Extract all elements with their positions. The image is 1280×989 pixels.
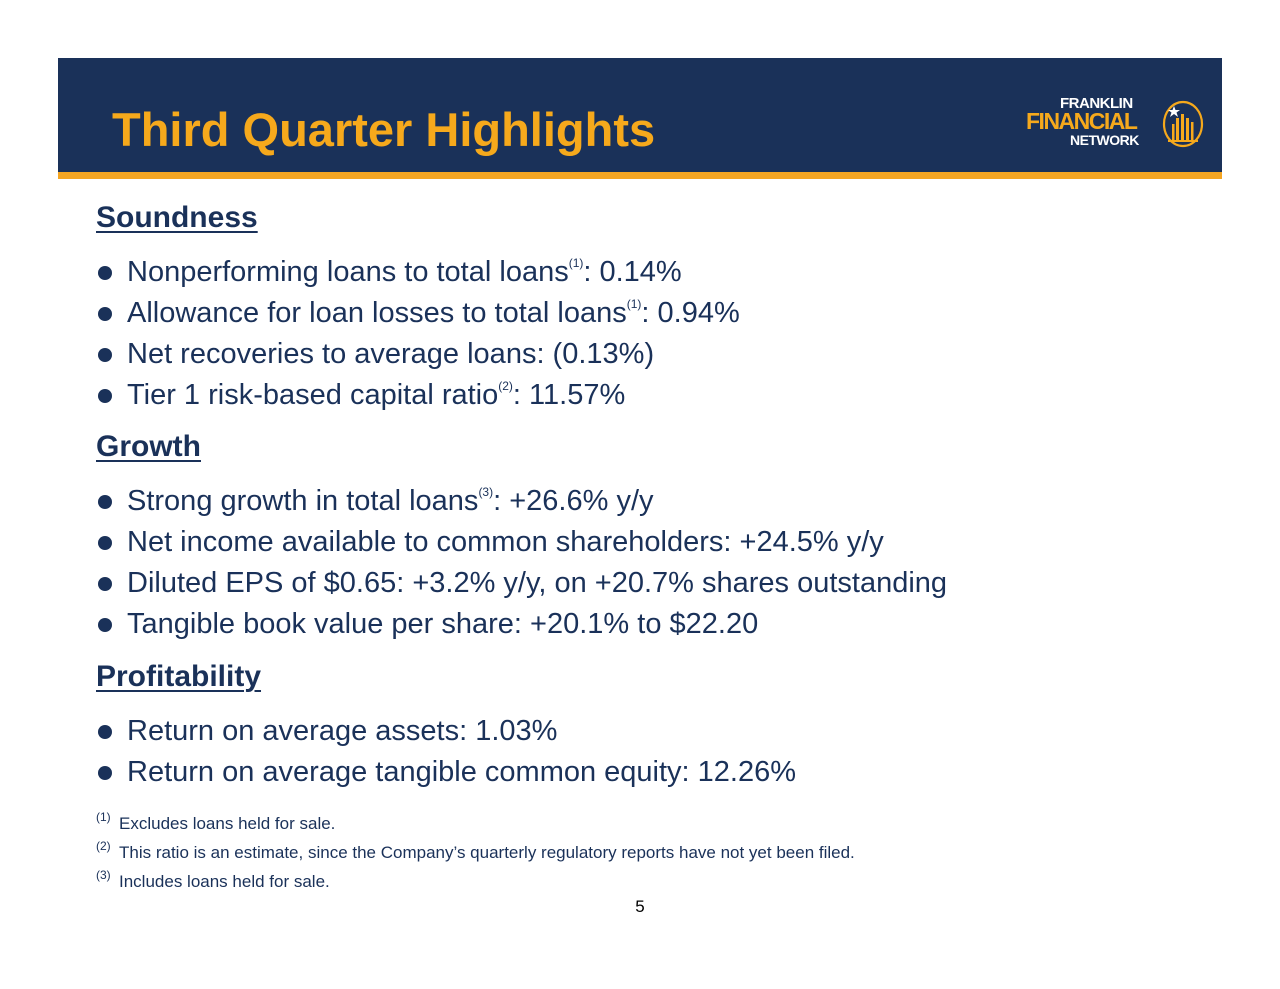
logo-text-franklin: FRANKLIN bbox=[1060, 95, 1133, 112]
header-accent-stripe bbox=[58, 172, 1222, 179]
company-logo: FRANKLIN FINANCIAL NETWORK bbox=[1024, 96, 1208, 152]
footnote: (1) Excludes loans held for sale. bbox=[96, 809, 855, 838]
footnote-reference: (3) bbox=[478, 485, 494, 499]
bullet-icon bbox=[98, 536, 112, 550]
slide-title: Third Quarter Highlights bbox=[112, 103, 656, 156]
bullet-text: Tier 1 risk-based capital ratio bbox=[127, 379, 499, 411]
bullet-icon bbox=[98, 266, 112, 280]
list-item: Allowance for loan losses to total loans… bbox=[96, 293, 740, 334]
footnotes: (1) Excludes loans held for sale. (2) This… bbox=[96, 809, 855, 896]
footnote-marker: (2) bbox=[96, 839, 111, 853]
list-item: Net income available to common sharehold… bbox=[96, 522, 947, 563]
bullet-icon bbox=[98, 389, 112, 403]
bullet-value: : 0.94% bbox=[641, 297, 740, 329]
bullet-icon bbox=[98, 577, 112, 591]
bullet-icon bbox=[98, 307, 112, 321]
footnote: (2) This ratio is an estimate, since the … bbox=[96, 838, 855, 867]
logo-text-financial: FINANCIAL bbox=[1026, 108, 1138, 134]
list-item: Tier 1 risk-based capital ratio(2): 11.5… bbox=[96, 375, 740, 416]
list-item: Tangible book value per share: +20.1% to… bbox=[96, 604, 947, 645]
footnote-reference: (1) bbox=[568, 256, 584, 270]
list-item: Nonperforming loans to total loans(1): 0… bbox=[96, 252, 740, 293]
growth-list: Strong growth in total loans(3): +26.6% … bbox=[96, 481, 947, 645]
bullet-icon bbox=[98, 618, 112, 632]
page-number: 5 bbox=[635, 897, 645, 916]
footnote-marker: (1) bbox=[96, 810, 111, 824]
bullet-text: Diluted EPS of $0.65: +3.2% y/y, on +20.… bbox=[127, 567, 948, 599]
footnote-reference: (1) bbox=[626, 297, 642, 311]
soundness-list: Nonperforming loans to total loans(1): 0… bbox=[96, 252, 740, 416]
bullet-icon bbox=[98, 725, 112, 739]
bullet-text: Return on average assets: 1.03% bbox=[127, 715, 558, 747]
sun-building-emblem-icon bbox=[1162, 100, 1204, 148]
bullet-icon bbox=[98, 495, 112, 509]
bullet-text: Net recoveries to average loans: (0.13%) bbox=[127, 338, 655, 370]
section-heading-profitability: Profitability bbox=[96, 660, 262, 693]
bullet-value: : 0.14% bbox=[583, 256, 682, 288]
bullet-text: Net income available to common sharehold… bbox=[127, 526, 884, 558]
list-item: Return on average tangible common equity… bbox=[96, 752, 796, 793]
bullet-value: : 11.57% bbox=[512, 379, 626, 411]
footnote: (3) Includes loans held for sale. bbox=[96, 867, 855, 896]
bullet-text: Allowance for loan losses to total loans bbox=[127, 297, 627, 329]
footnote-reference: (2) bbox=[498, 379, 513, 393]
bullet-icon bbox=[98, 766, 112, 780]
list-item: Return on average assets: 1.03% bbox=[96, 711, 796, 752]
bullet-value: : +26.6% y/y bbox=[493, 485, 654, 517]
profitability-list: Return on average assets: 1.03% Return o… bbox=[96, 711, 796, 793]
section-heading-growth: Growth bbox=[96, 430, 201, 463]
header-banner bbox=[58, 58, 1222, 172]
list-item: Diluted EPS of $0.65: +3.2% y/y, on +20.… bbox=[96, 563, 947, 604]
footnote-text: This ratio is an estimate, since the Com… bbox=[119, 843, 855, 862]
logo-text-network: NETWORK bbox=[1070, 132, 1139, 148]
list-item: Strong growth in total loans(3): +26.6% … bbox=[96, 481, 947, 522]
section-heading-soundness: Soundness bbox=[96, 201, 258, 234]
bullet-text: Tangible book value per share: +20.1% to… bbox=[127, 608, 759, 640]
footnote-text: Excludes loans held for sale. bbox=[119, 814, 336, 833]
bullet-icon bbox=[98, 348, 112, 362]
bullet-text: Strong growth in total loans bbox=[127, 485, 479, 517]
footnote-marker: (3) bbox=[96, 868, 111, 882]
bullet-text: Nonperforming loans to total loans bbox=[127, 256, 569, 288]
bullet-text: Return on average tangible common equity… bbox=[127, 756, 797, 788]
footnote-text: Includes loans held for sale. bbox=[119, 872, 330, 891]
list-item: Net recoveries to average loans: (0.13%) bbox=[96, 334, 740, 375]
